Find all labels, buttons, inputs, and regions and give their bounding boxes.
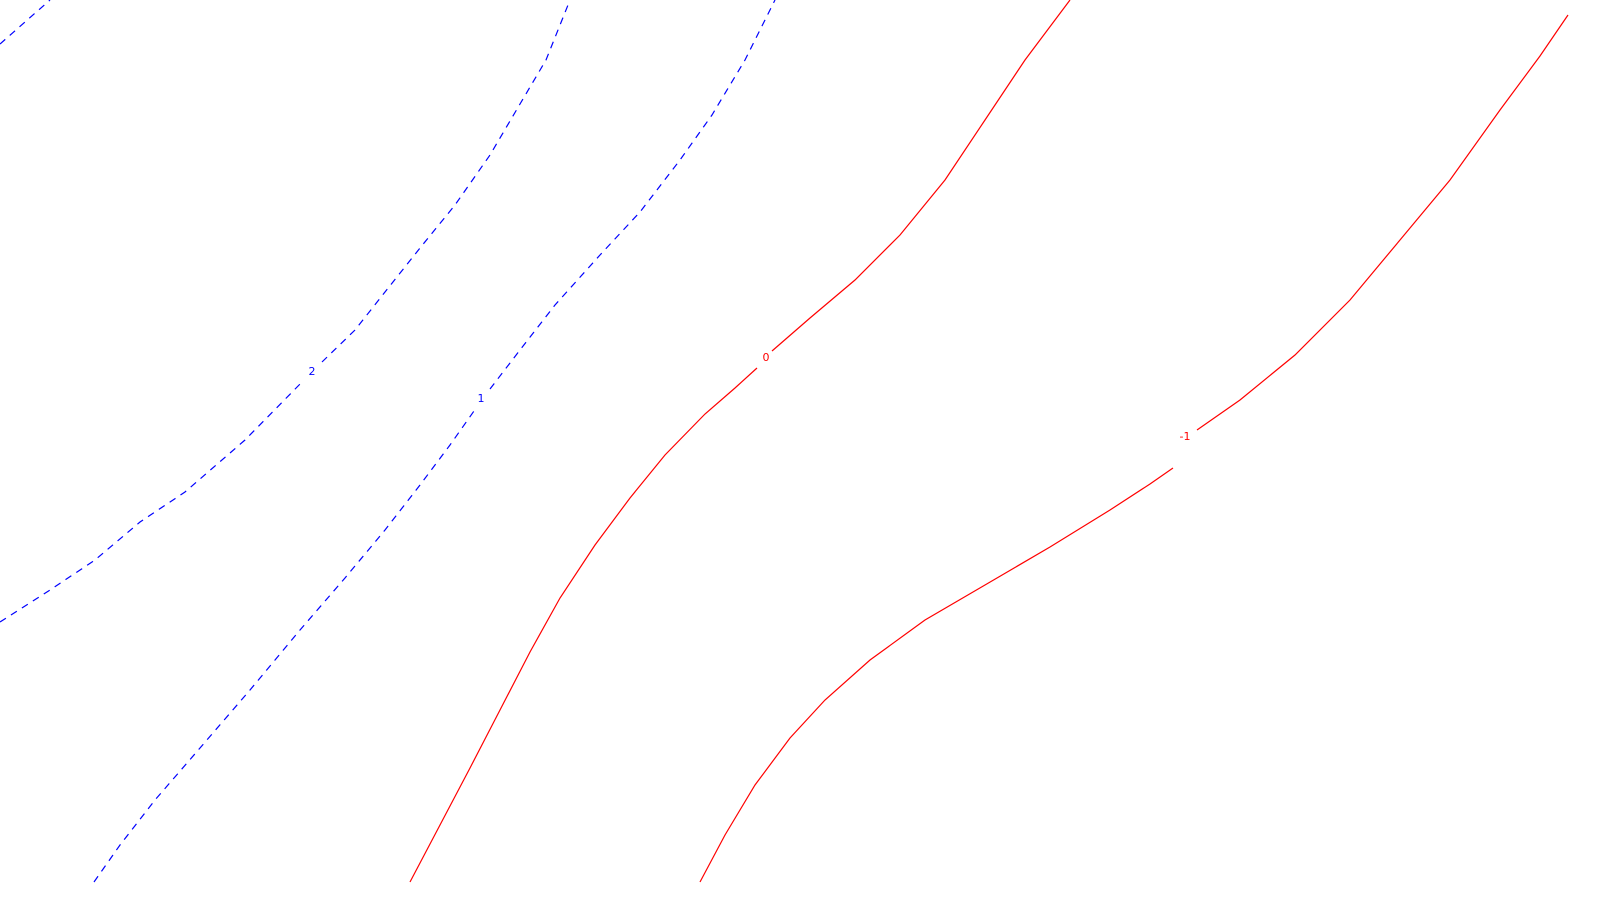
contour-line-neg1-segment-1: [699, 467, 1174, 883]
contour-line-0-segment-1: [409, 367, 758, 883]
contour-line-2-segment-2: [0, 380, 304, 623]
contour-level-2: 2: [0, 0, 571, 623]
contour-line-1-segment-1: [93, 410, 475, 883]
contour-level-1: 1: [93, 0, 776, 883]
contour-level-neg1: -1: [699, 14, 1569, 883]
contour-line-neg1-segment-2: [1196, 14, 1569, 431]
contour-label-2: 2: [309, 365, 316, 378]
contour-label-0: 0: [763, 351, 770, 364]
contour-line-2-segment-3: [321, 0, 571, 363]
contour-label-neg1: -1: [1180, 430, 1191, 443]
contour-level-0: 0: [409, 0, 1071, 883]
contour-line-1-segment-2: [489, 0, 776, 390]
contour-line-2-segment-1: [0, 0, 51, 45]
contour-label-1: 1: [478, 392, 485, 405]
contour-line-0-segment-2: [771, 0, 1071, 352]
